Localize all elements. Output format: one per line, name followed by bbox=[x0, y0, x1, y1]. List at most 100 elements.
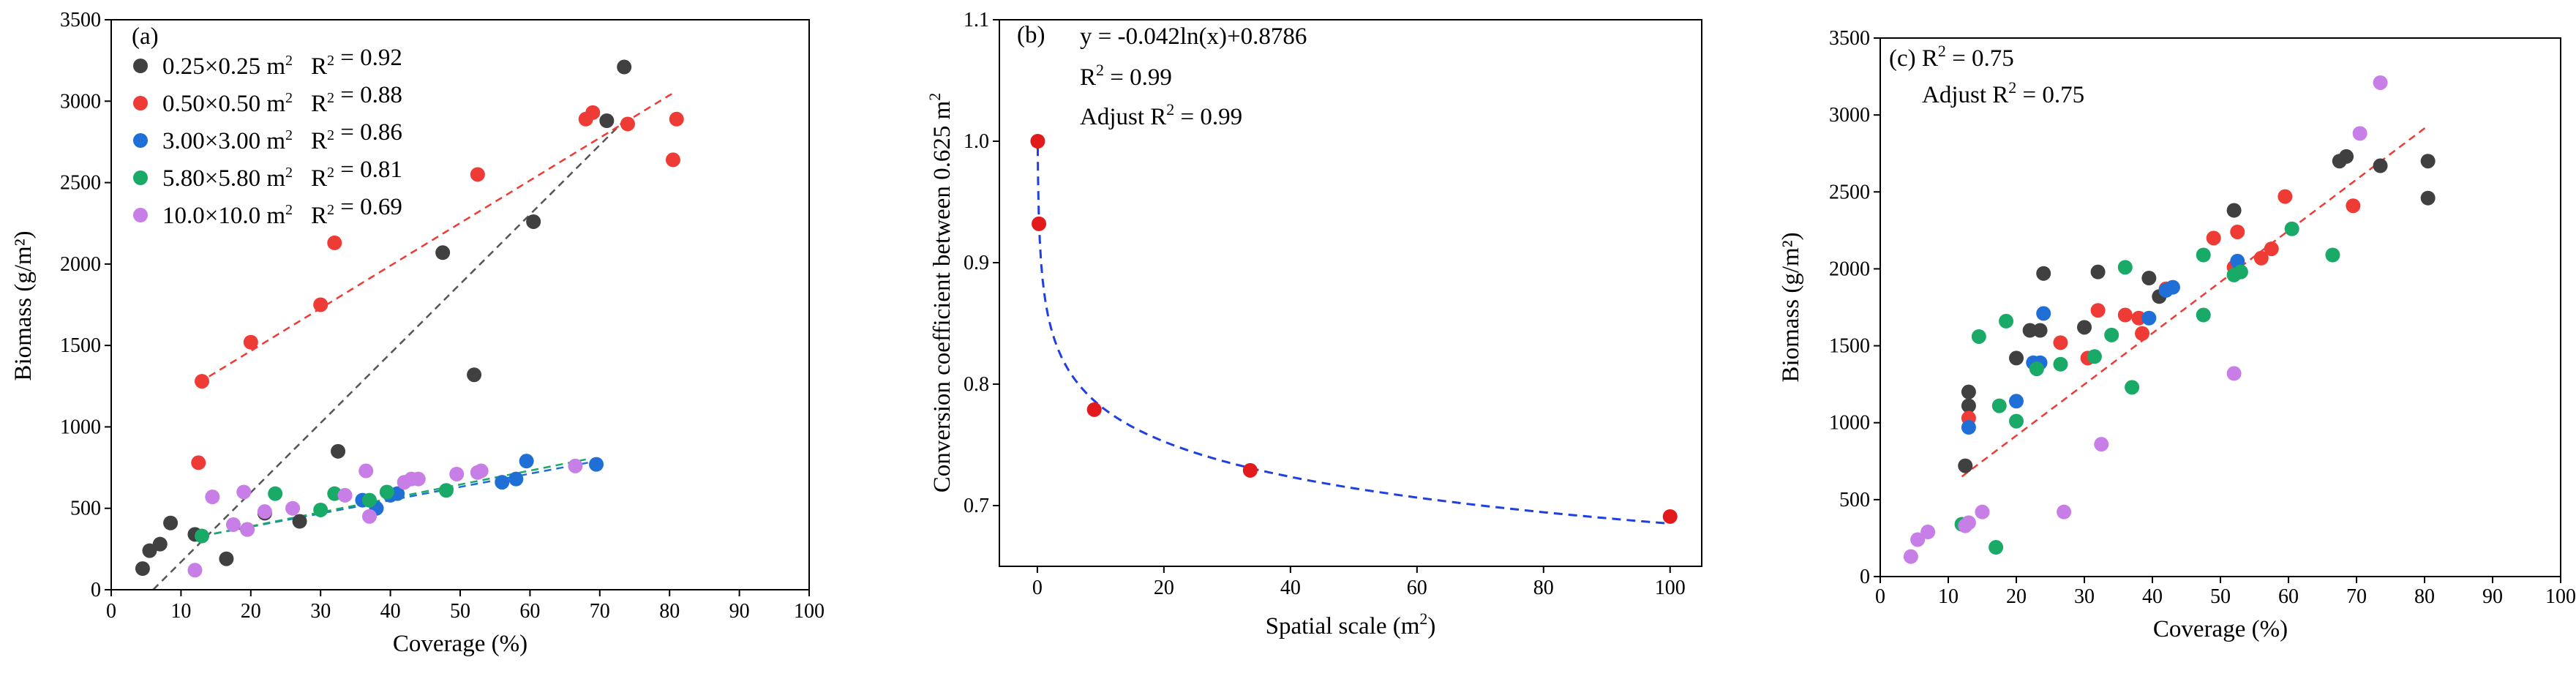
panel-a-legend-label: 0.50×0.50 m2 bbox=[162, 90, 293, 117]
panel-c-point bbox=[2420, 154, 2436, 169]
panel-c-point bbox=[2284, 221, 2299, 236]
panel-a-point bbox=[379, 484, 394, 500]
panel-c-point bbox=[2141, 310, 2157, 326]
panel-b-ytick-label: 0.7 bbox=[964, 495, 989, 517]
panel-c-point bbox=[2339, 149, 2354, 164]
panel-c-point bbox=[2373, 75, 2388, 90]
panel-a-point bbox=[620, 116, 635, 132]
panel-a-xtick-label: 20 bbox=[241, 600, 261, 623]
panel-a-point bbox=[205, 489, 220, 505]
panel-c-point bbox=[2036, 266, 2051, 281]
panel-c-point bbox=[1961, 420, 1976, 435]
panel-a-point bbox=[358, 463, 374, 479]
panel-b-xtick-label: 20 bbox=[1154, 577, 1174, 599]
panel-a-legend-marker bbox=[133, 208, 148, 222]
panel-a-legend: 0.25×0.25 m2 R2 = 0.92 0.50×0.50 m2 R2 = 0.… bbox=[133, 45, 402, 229]
panel-c-point bbox=[2135, 326, 2150, 341]
panel-a-point bbox=[195, 528, 210, 544]
panel-a-point bbox=[152, 536, 168, 552]
panel-a-point bbox=[508, 471, 524, 487]
panel-c-point bbox=[2226, 203, 2242, 218]
panel-c-point bbox=[1999, 313, 2014, 329]
panel-a-ytick-label: 1000 bbox=[60, 416, 101, 438]
panel-a-point bbox=[240, 522, 255, 537]
panel-c-xtick-label: 0 bbox=[1875, 585, 1885, 608]
panel-c-chart: 0 10 20 30 40 50 60 70 80 90 100050010001500200025… bbox=[1778, 27, 2576, 642]
panel-a-point bbox=[135, 561, 150, 577]
panel-c-ytick-label: 1000 bbox=[1829, 412, 1870, 435]
panel-a-point bbox=[669, 111, 684, 127]
panel-b-r2: R2 = 0.99 bbox=[1080, 61, 1172, 91]
panel-a-point bbox=[495, 475, 510, 490]
panel-a-xtick-label: 40 bbox=[380, 600, 401, 623]
panel-b-xtick-label: 60 bbox=[1407, 577, 1427, 599]
panel-c-ytick-label: 2500 bbox=[1829, 181, 1870, 203]
panel-a-xtick-label: 90 bbox=[729, 600, 750, 623]
panel-a-point bbox=[568, 458, 583, 473]
panel-a-point bbox=[187, 563, 203, 578]
panel-c-point bbox=[2125, 380, 2140, 395]
panel-c-point bbox=[1989, 540, 2004, 555]
panel-c-ytick-label: 3000 bbox=[1829, 104, 1870, 127]
panel-a-point bbox=[467, 367, 482, 383]
panel-c-point bbox=[1971, 329, 1986, 344]
panel-a-legend-label: 5.80×5.80 m2 bbox=[162, 165, 293, 192]
panel-c-ytick-label: 2000 bbox=[1829, 258, 1870, 280]
panel-a-legend-label: 10.0×10.0 m2 bbox=[162, 202, 293, 229]
panel-b-equation: y = -0.042ln(x)+0.8786 bbox=[1080, 23, 1307, 50]
panel-a-xtick-label: 10 bbox=[170, 600, 191, 623]
panel-a-ytick-label: 0 bbox=[91, 579, 101, 601]
panel-c-adjust-r2: Adjust R2 = 0.75 bbox=[1922, 78, 2084, 108]
panel-c-point bbox=[2009, 350, 2024, 366]
panel-c-point bbox=[2029, 361, 2044, 377]
panel-c-point bbox=[1961, 384, 1976, 399]
panel-c-point bbox=[2094, 437, 2109, 452]
panel-a-ytick-label: 500 bbox=[70, 498, 101, 520]
panel-a-legend-r2: R2 = 0.88 bbox=[311, 82, 402, 117]
panel-a-point bbox=[519, 454, 534, 469]
panel-c-xtick-label: 30 bbox=[2074, 585, 2095, 608]
panel-a-chart: 0 10 20 30 40 50 60 70 80 90 100050010001500200025… bbox=[10, 9, 825, 657]
panel-b-point bbox=[1242, 462, 1258, 478]
panel-a-legend-marker bbox=[133, 59, 148, 73]
panel-a-point bbox=[236, 484, 252, 500]
panel-a-point bbox=[589, 457, 604, 472]
panel-c-xtick-label: 50 bbox=[2210, 585, 2231, 608]
panel-c-point bbox=[2117, 307, 2133, 323]
panel-a-label: (a) bbox=[132, 23, 159, 50]
panel-a-point bbox=[617, 59, 632, 75]
panel-c-point bbox=[2032, 323, 2048, 338]
panel-c-trend-line bbox=[1961, 124, 2429, 478]
panel-c-point bbox=[1958, 458, 1973, 473]
panel-c-point bbox=[2253, 250, 2269, 266]
panel-b-xtick-label: 100 bbox=[1655, 577, 1686, 599]
panel-c-point bbox=[2278, 189, 2293, 204]
panel-c-point bbox=[2233, 264, 2248, 280]
panel-c-xtick-label: 10 bbox=[1938, 585, 1959, 608]
panel-a-point bbox=[268, 486, 283, 501]
panel-a-point bbox=[665, 152, 680, 168]
panel-c-point bbox=[2264, 241, 2279, 257]
panel-b-adjust-r2: Adjust R2 = 0.99 bbox=[1080, 100, 1242, 130]
panel-a-point bbox=[195, 374, 210, 389]
panel-a-legend-marker bbox=[133, 170, 148, 185]
panel-c-point bbox=[2104, 327, 2119, 342]
panel-b-fit-curve bbox=[1036, 147, 1670, 525]
panel-a-point bbox=[257, 504, 272, 519]
panel-c-point bbox=[2131, 310, 2147, 326]
panel-a-point bbox=[585, 105, 601, 120]
panel-a-point bbox=[449, 466, 465, 481]
panel-a-ytick-label: 3000 bbox=[60, 90, 101, 113]
panel-a-point bbox=[526, 214, 541, 229]
panel-a-legend-r2: R2 = 0.92 bbox=[311, 45, 402, 80]
panel-c-point bbox=[2009, 413, 2024, 429]
panel-c-point bbox=[2077, 320, 2092, 335]
panel-b-point bbox=[1662, 509, 1678, 524]
panel-c-label-r2: (c) R2 = 0.75 bbox=[1889, 42, 2014, 72]
panel-c-point bbox=[2226, 366, 2242, 381]
panel-b-frame bbox=[999, 19, 1702, 567]
panel-a-point bbox=[243, 334, 258, 350]
panel-c-point bbox=[1903, 549, 1918, 564]
panel-b-xtick-label: 80 bbox=[1533, 577, 1554, 599]
panel-c-point bbox=[2230, 224, 2245, 239]
